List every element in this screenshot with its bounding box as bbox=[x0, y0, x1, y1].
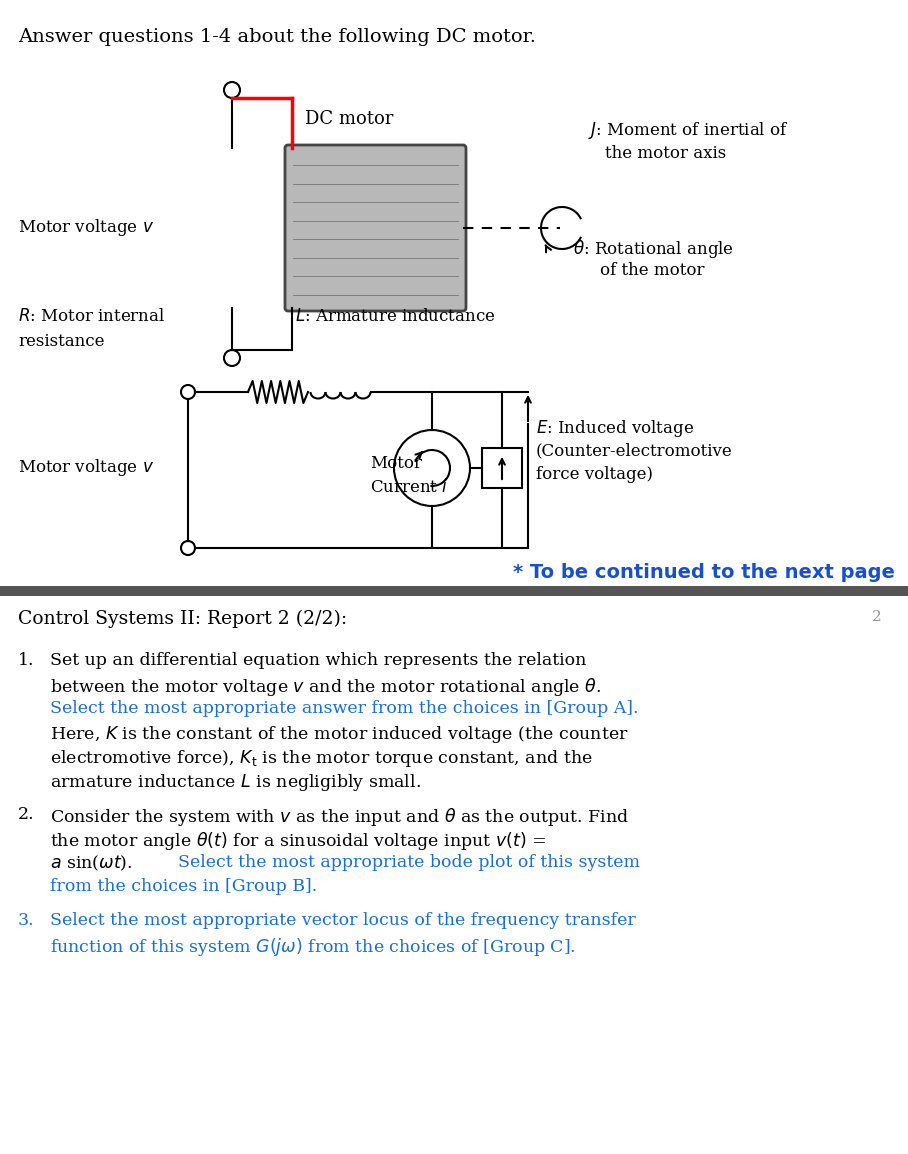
Text: (Counter-electromotive: (Counter-electromotive bbox=[536, 442, 733, 459]
Text: $R$: Motor internal: $R$: Motor internal bbox=[18, 308, 165, 325]
Text: 3.: 3. bbox=[18, 912, 35, 929]
Text: the motor angle $\theta(t)$ for a sinusoidal voltage input $v(t)$ =: the motor angle $\theta(t)$ for a sinuso… bbox=[50, 830, 547, 852]
Text: Here, $K$ is the constant of the motor induced voltage (the counter: Here, $K$ is the constant of the motor i… bbox=[50, 724, 628, 745]
Text: Control Systems II: Report 2 (2/2):: Control Systems II: Report 2 (2/2): bbox=[18, 610, 347, 628]
Text: $J$: Moment of inertial of: $J$: Moment of inertial of bbox=[588, 120, 789, 141]
Text: from the choices in [Group B].: from the choices in [Group B]. bbox=[50, 878, 317, 896]
Text: DC motor: DC motor bbox=[305, 110, 393, 128]
Text: $L$: Armature inductance: $L$: Armature inductance bbox=[295, 308, 496, 325]
Text: Answer questions 1-4 about the following DC motor.: Answer questions 1-4 about the following… bbox=[18, 28, 536, 46]
Text: $E$: Induced voltage: $E$: Induced voltage bbox=[536, 418, 694, 439]
Text: Select the most appropriate vector locus of the frequency transfer: Select the most appropriate vector locus… bbox=[50, 912, 636, 929]
Text: Consider the system with $v$ as the input and $\theta$ as the output. Find: Consider the system with $v$ as the inpu… bbox=[50, 805, 629, 829]
Text: $\theta$: Rotational angle: $\theta$: Rotational angle bbox=[573, 238, 734, 260]
FancyBboxPatch shape bbox=[285, 145, 466, 310]
Text: Set up an differential equation which represents the relation: Set up an differential equation which re… bbox=[50, 652, 587, 669]
Text: the motor axis: the motor axis bbox=[605, 145, 726, 162]
Text: function of this system $G(j\omega)$ from the choices of [Group C].: function of this system $G(j\omega)$ fro… bbox=[50, 936, 576, 958]
Text: Select the most appropriate answer from the choices in [Group A].: Select the most appropriate answer from … bbox=[50, 700, 638, 717]
Text: Select the most appropriate bode plot of this system: Select the most appropriate bode plot of… bbox=[178, 854, 640, 871]
Text: Motor voltage $v$: Motor voltage $v$ bbox=[18, 457, 154, 479]
Text: force voltage): force voltage) bbox=[536, 466, 653, 484]
Text: Motor: Motor bbox=[370, 455, 422, 472]
Text: electromotive force), $K_{\mathrm{t}}$ is the motor torque constant, and the: electromotive force), $K_{\mathrm{t}}$ i… bbox=[50, 748, 593, 769]
Text: Motor voltage $v$: Motor voltage $v$ bbox=[18, 217, 154, 239]
Bar bbox=[482, 448, 522, 488]
Text: armature inductance $L$ is negligibly small.: armature inductance $L$ is negligibly sm… bbox=[50, 772, 421, 793]
Text: $a$ sin($\omega t$).: $a$ sin($\omega t$). bbox=[50, 854, 134, 874]
Text: * To be continued to the next page: * To be continued to the next page bbox=[513, 562, 895, 582]
Text: 2.: 2. bbox=[18, 805, 35, 823]
Bar bbox=[0, 586, 908, 595]
Text: resistance: resistance bbox=[18, 334, 104, 350]
Text: between the motor voltage $v$ and the motor rotational angle $\theta$.: between the motor voltage $v$ and the mo… bbox=[50, 676, 601, 698]
Text: 2: 2 bbox=[873, 610, 882, 624]
Text: of the motor: of the motor bbox=[600, 262, 705, 279]
Text: 1.: 1. bbox=[18, 652, 35, 669]
Text: Current $i$: Current $i$ bbox=[370, 478, 449, 496]
